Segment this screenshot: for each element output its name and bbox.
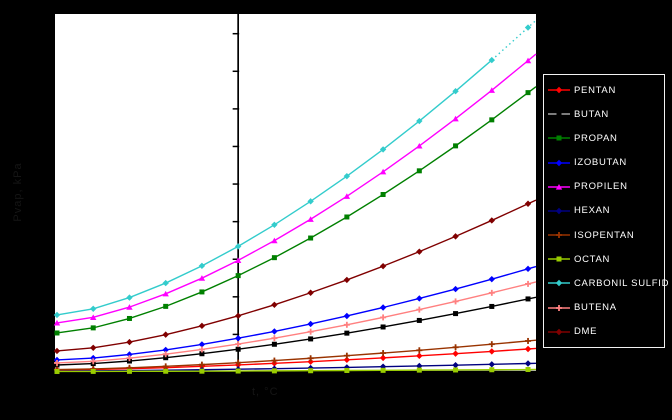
series-octan — [54, 367, 537, 374]
legend-label: DME — [574, 326, 598, 338]
legend-swatch-diamond-icon — [548, 86, 570, 94]
legend-label: CARBONIL SULFID — [574, 277, 670, 289]
legend-swatch-square-icon — [548, 135, 570, 141]
legend-label: BUTAN — [574, 108, 609, 120]
y-axis-label: Pvap, kPa — [12, 162, 24, 222]
series-carbonil-sulfid — [53, 19, 537, 319]
legend-label: PENTAN — [574, 84, 617, 96]
legend-item-pentan: PENTAN — [548, 80, 662, 100]
x-axis-label: t, °C — [252, 386, 279, 398]
legend-swatch-triangle-icon — [548, 183, 570, 190]
legend-label: OCTAN — [574, 253, 611, 265]
legend-item-butena: BUTENA — [548, 298, 662, 318]
legend-item-butan: BUTAN — [548, 104, 662, 124]
legend-swatch-square-icon — [548, 111, 570, 117]
legend-swatch-diamond-icon — [548, 328, 570, 335]
legend-item-izobutan: IZOBUTAN — [548, 153, 662, 173]
legend-swatch-diamond-icon — [548, 280, 570, 287]
legend-label: PROPAN — [574, 132, 618, 144]
legend-label: PROPILEN — [574, 181, 628, 193]
series-propan — [54, 86, 537, 336]
legend-item-hexan: HEXAN — [548, 201, 662, 221]
legend-item-octan: OCTAN — [548, 249, 662, 269]
series-izobutan — [53, 265, 537, 364]
legend-label: IZOBUTAN — [574, 157, 627, 169]
series-isopentan — [53, 337, 537, 373]
series-propilen — [53, 53, 537, 326]
legend-label: BUTENA — [574, 302, 617, 314]
legend-item-propilen: PROPILEN — [548, 177, 662, 197]
legend-item-carbonil-sulfid: CARBONIL SULFID — [548, 273, 668, 293]
legend-label: HEXAN — [574, 205, 611, 217]
legend-swatch-diamond-icon — [548, 159, 570, 166]
legend-item-dme: DME — [548, 322, 662, 342]
legend-item-propan: PROPAN — [548, 128, 662, 148]
chart-legend: PENTAN BUTAN PROPAN IZOBUTAN PROPILEN HEXAN IS… — [543, 74, 668, 348]
series-butena — [53, 280, 537, 366]
series-dme — [53, 199, 537, 355]
legend-swatch-square-icon — [548, 256, 570, 262]
legend-swatch-plus-icon — [548, 304, 570, 311]
legend-swatch-plus-icon — [548, 232, 570, 239]
legend-swatch-diamond-icon — [548, 207, 570, 215]
legend-label: ISOPENTAN — [574, 229, 635, 241]
legend-item-isopentan: ISOPENTAN — [548, 225, 662, 245]
